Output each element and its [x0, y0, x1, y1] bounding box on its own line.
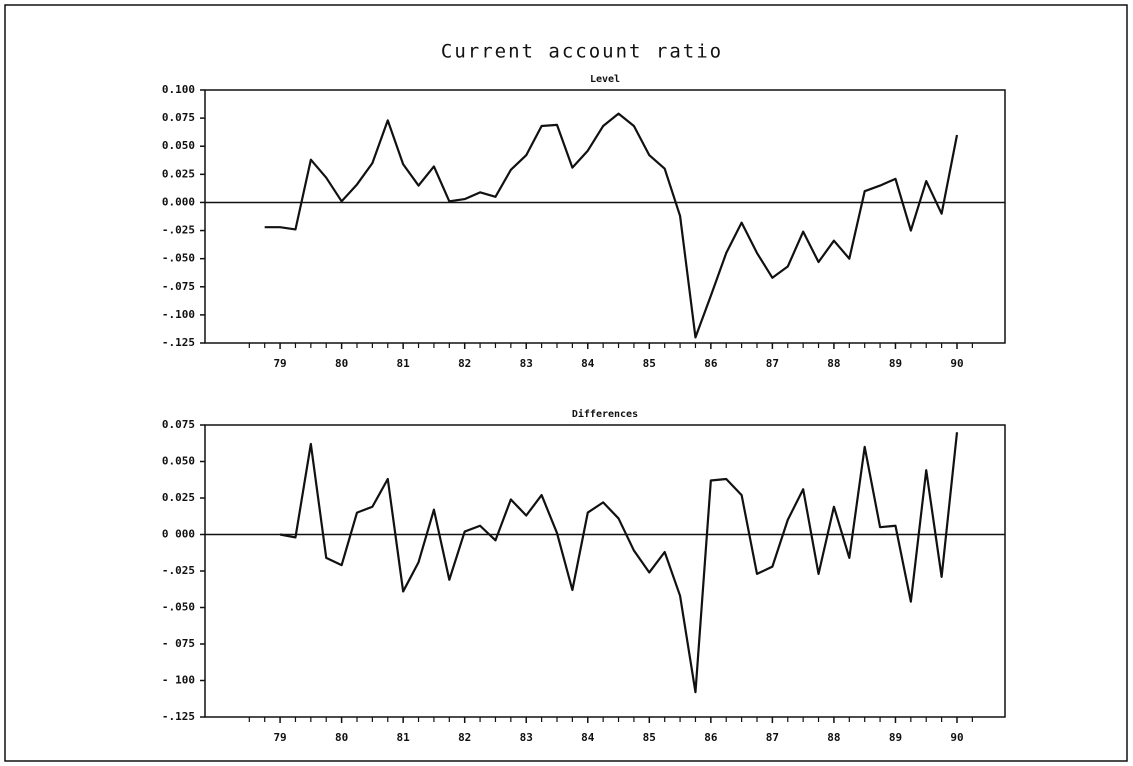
y-tick-label: -.075: [162, 280, 195, 293]
x-tick-label: 87: [766, 357, 779, 370]
x-tick-label: 85: [643, 731, 656, 744]
frame: [4, 4, 1128, 762]
y-tick-label: 0.050: [162, 139, 195, 152]
y-tick-label: 0.100: [162, 83, 195, 96]
y-tick-label: -.100: [162, 308, 195, 321]
x-tick-label: 84: [581, 357, 595, 370]
x-tick-label: 89: [889, 731, 902, 744]
x-tick-label: 80: [335, 731, 348, 744]
x-tick-label: 87: [766, 731, 779, 744]
x-tick-label: 89: [889, 357, 902, 370]
plot-frame: [204, 89, 1006, 344]
chart-title: Current account ratio: [441, 41, 723, 63]
x-tick-label: 81: [397, 357, 411, 370]
x-tick-label: 79: [273, 357, 286, 370]
x-tick-label: 90: [950, 357, 963, 370]
y-tick-label: 0.050: [162, 455, 195, 468]
y-tick-label: -.025: [162, 564, 195, 577]
x-tick-label: 90: [950, 731, 963, 744]
data-line: [279, 432, 959, 694]
y-tick-label: -.025: [162, 224, 195, 237]
y-tick-label: 0.025: [162, 491, 195, 504]
y-tick-label: -.050: [162, 601, 195, 614]
x-tick-label: 82: [458, 731, 471, 744]
panel-title: Differences: [572, 408, 638, 420]
y-tick-label: 0.075: [162, 111, 195, 124]
x-tick-label: 83: [520, 357, 533, 370]
y-tick-label: 0.025: [162, 167, 195, 180]
x-tick-label: 80: [335, 357, 348, 370]
y-tick-label: 0.000: [162, 195, 195, 208]
x-tick-label: 79: [273, 731, 286, 744]
y-tick-label: - 100: [162, 674, 195, 687]
y-tick-label: -.125: [162, 336, 195, 349]
y-tick-label: 0 000: [162, 528, 195, 541]
x-tick-label: 82: [458, 357, 471, 370]
panel-title: Level: [590, 74, 620, 85]
y-tick-label: -.050: [162, 252, 195, 265]
plot-frame: [204, 424, 1006, 718]
x-tick-label: 83: [520, 731, 533, 744]
y-tick-label: -.125: [162, 710, 195, 723]
y-tick-label: - 075: [162, 637, 195, 650]
x-tick-label: 85: [643, 357, 656, 370]
data-line: [264, 112, 959, 339]
x-tick-label: 86: [704, 731, 718, 744]
x-tick-label: 88: [827, 731, 840, 744]
y-tick-label: 0.075: [162, 418, 195, 431]
x-tick-label: 88: [827, 357, 840, 370]
x-tick-label: 86: [704, 357, 718, 370]
x-tick-label: 84: [581, 731, 595, 744]
x-tick-label: 81: [397, 731, 411, 744]
